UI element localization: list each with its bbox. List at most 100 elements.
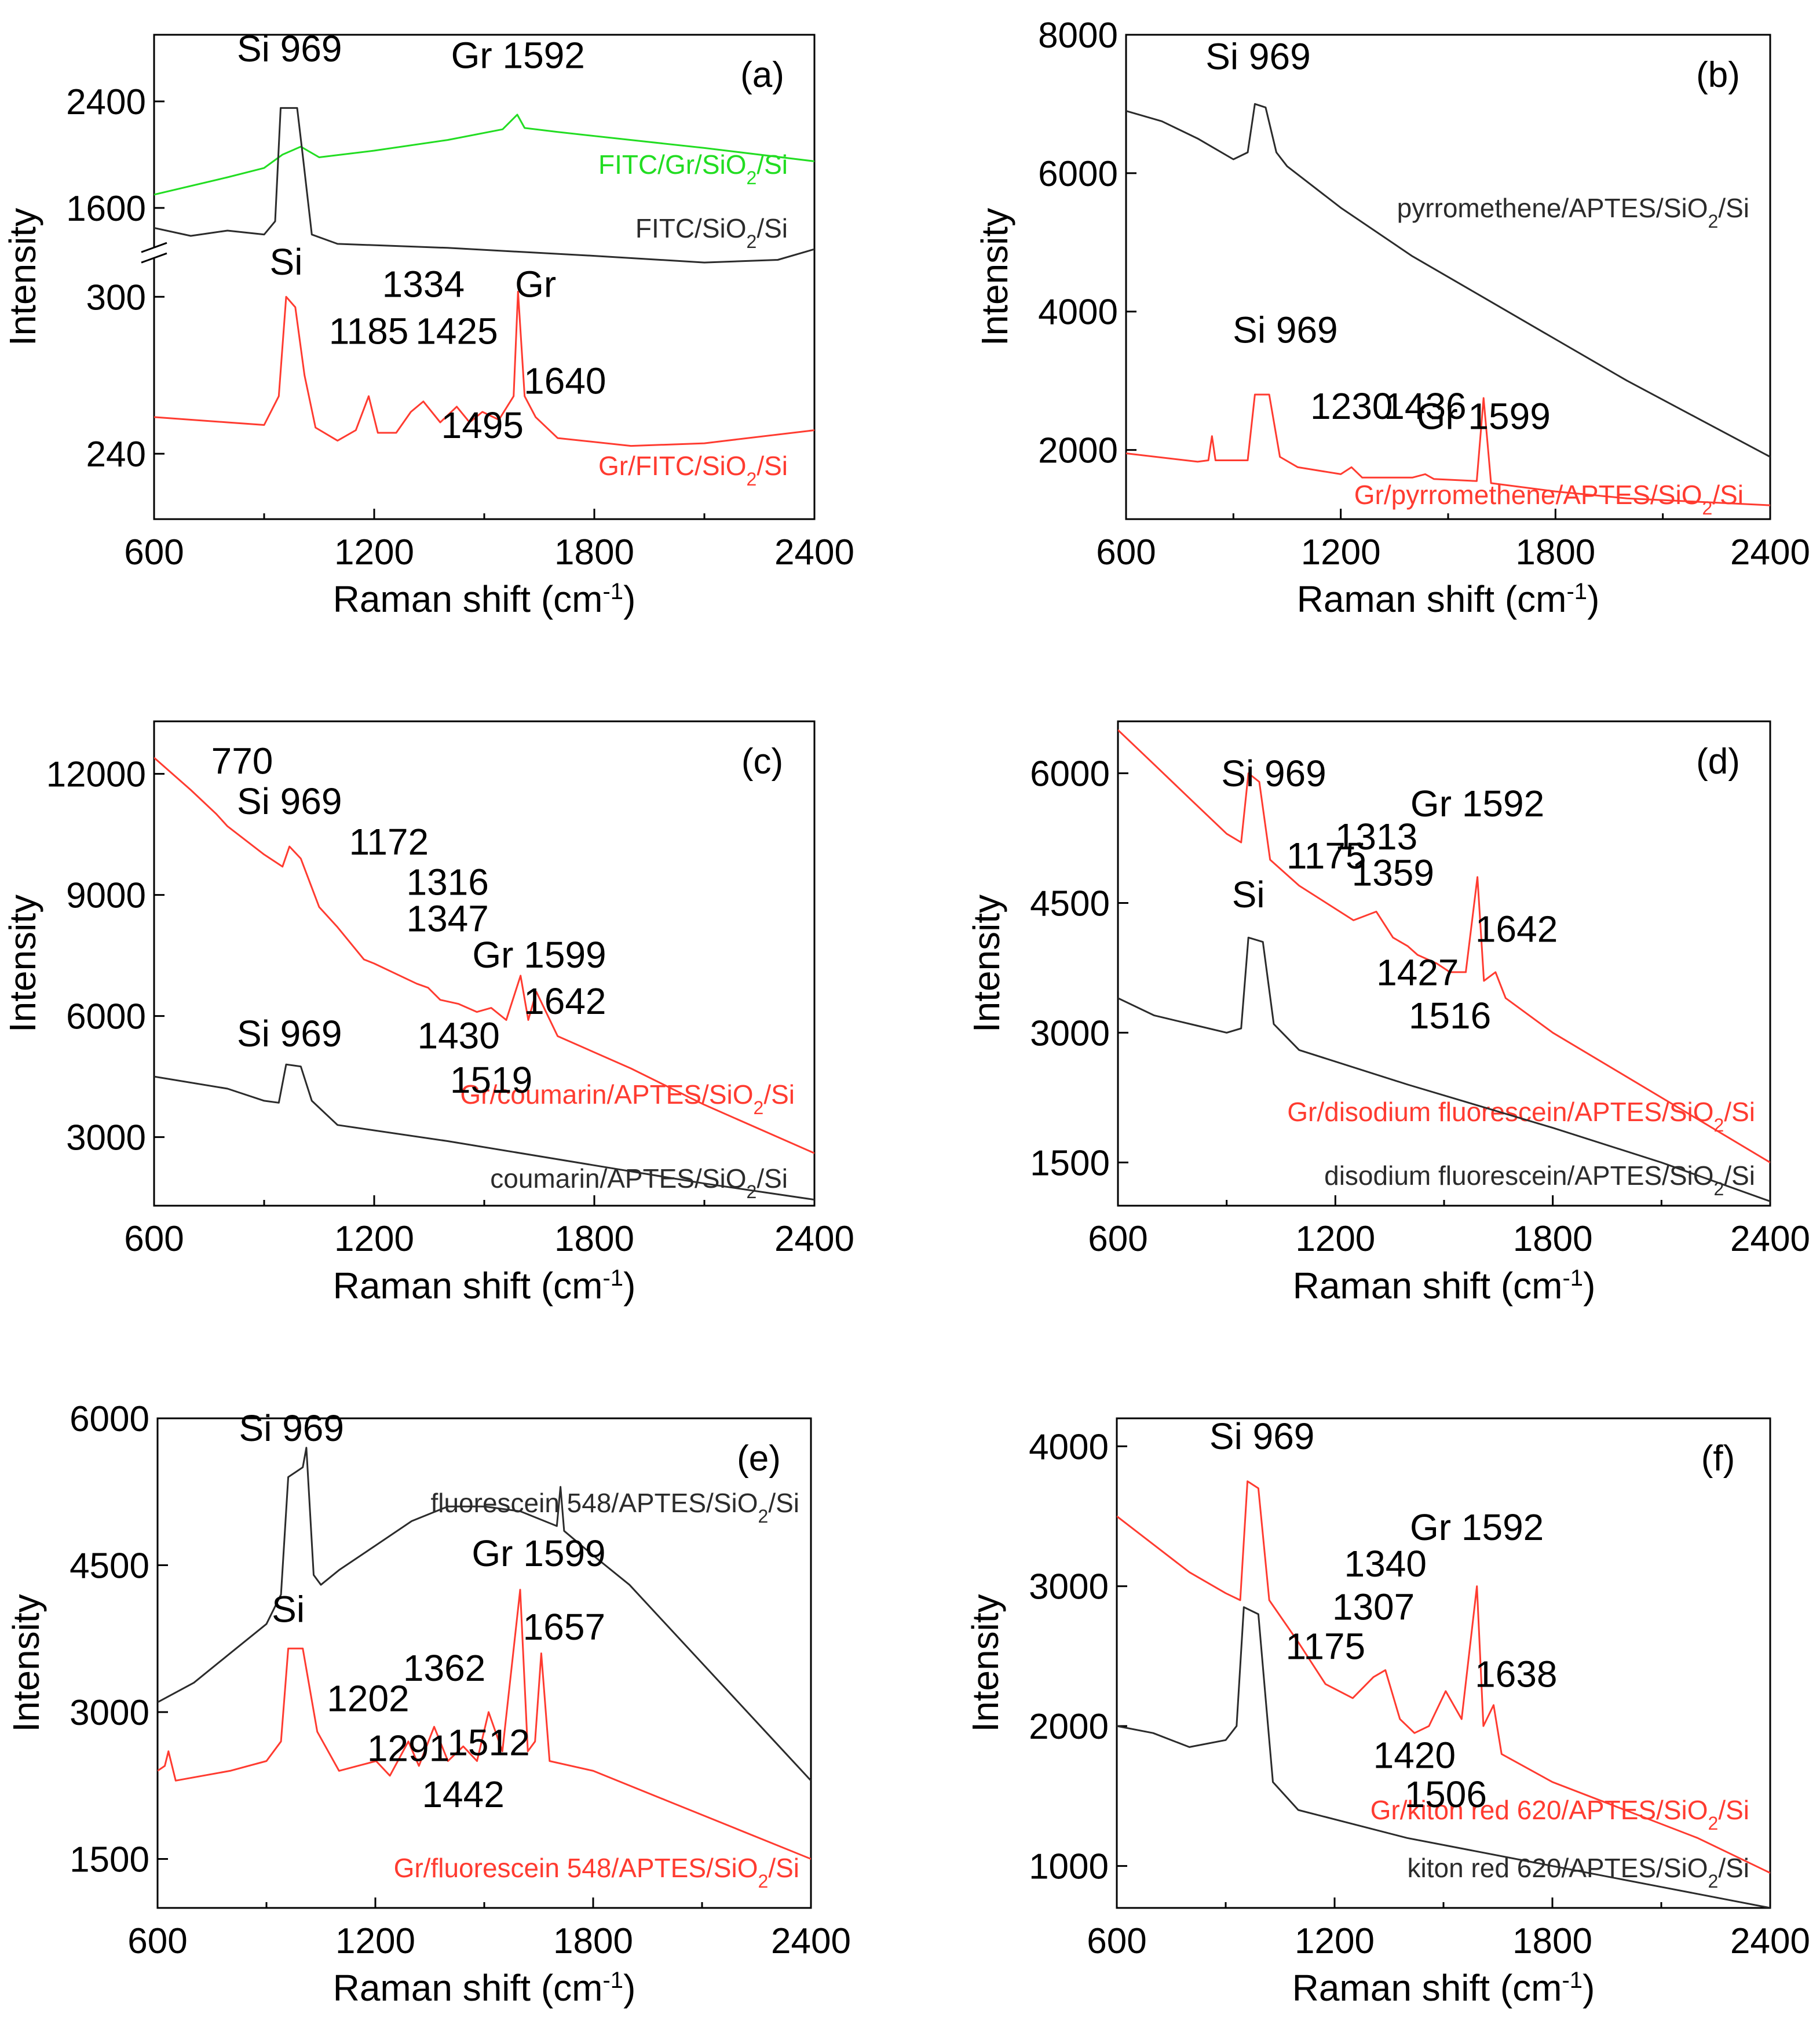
series-line: [158, 1447, 811, 1782]
series-line: [1126, 103, 1770, 458]
peak-annotation: 1175: [1286, 1625, 1366, 1667]
peak-annotation: 1642: [1475, 908, 1558, 950]
x-tick-label: 600: [124, 1219, 184, 1259]
y-axis-title: Intensity: [966, 895, 1007, 1032]
peak-annotation: Si 969: [1209, 1415, 1314, 1457]
panel-label: (f): [1701, 1439, 1735, 1479]
peak-annotation: Si 969: [1233, 309, 1337, 351]
x-tick-label: 1200: [334, 1219, 414, 1259]
panel-label: (a): [740, 55, 784, 95]
x-tick-label: 2400: [1730, 1921, 1810, 1961]
y-tick-label: 2400: [66, 82, 146, 122]
x-tick-label: 2400: [1730, 532, 1810, 572]
peak-annotation: Si 969: [1205, 36, 1310, 78]
peak-annotation: 1640: [524, 360, 606, 402]
y-tick-label: 9000: [66, 876, 146, 916]
peak-annotation: Gr 1592: [1410, 1506, 1544, 1548]
x-tick-label: 1200: [1295, 1219, 1375, 1259]
series-label: pyrromethene/APTES/SiO2/Si: [1397, 193, 1749, 232]
peak-annotation: Si 969: [237, 28, 342, 70]
series-label: disodium fluorescein/APTES/SiO2/Si: [1324, 1161, 1755, 1199]
series-label: Gr/pyrromethene/APTES/SiO2/Si: [1354, 480, 1744, 519]
plot-frame: [1116, 1417, 1771, 1909]
y-axis-title: Intensity: [5, 1594, 47, 1732]
y-tick-label: 3000: [66, 1118, 146, 1158]
series-label: coumarin/APTES/SiO2/Si: [490, 1163, 788, 1202]
x-tick-label: 1800: [1512, 1921, 1592, 1961]
axis-break-mark: [141, 252, 167, 264]
x-tick-label: 1800: [1513, 1219, 1593, 1259]
series-label: FITC/Gr/SiO2/Si: [598, 149, 788, 188]
peak-annotation: 1362: [403, 1647, 485, 1689]
x-tick-label: 600: [124, 532, 184, 572]
y-tick-label: 1500: [70, 1840, 149, 1880]
x-tick-label: 600: [1087, 1921, 1146, 1961]
y-tick-label: 6000: [1038, 154, 1118, 194]
peak-annotation: Gr: [515, 263, 556, 305]
series-line: [154, 757, 814, 1154]
peak-annotation: 1347: [406, 897, 488, 939]
peak-annotation: Gr 1592: [451, 34, 585, 76]
peak-annotation: 1442: [422, 1773, 504, 1815]
x-axis-title: Raman shift (cm-1): [333, 1265, 636, 1307]
x-tick-label: 1800: [554, 1219, 634, 1259]
x-tick-label: 1200: [334, 532, 414, 572]
series-line: [1126, 393, 1770, 506]
series-line: [158, 1589, 811, 1860]
series-label: Gr/FITC/SiO2/Si: [598, 451, 788, 490]
y-tick-label: 1000: [1029, 1847, 1109, 1887]
peak-annotation: 1172: [349, 821, 429, 863]
y-tick-label: 6000: [70, 1399, 149, 1439]
x-tick-label: 2400: [774, 1219, 854, 1259]
y-axis-title: Intensity: [2, 208, 43, 346]
x-tick-label: 2400: [771, 1921, 851, 1961]
panel-b: 600 1200 1800 2400 2000 4000 6000 8000 Raman shi…: [974, 16, 1810, 620]
peak-annotation: 1230: [1310, 385, 1393, 427]
y-tick-label: 1500: [1030, 1143, 1110, 1183]
peak-annotation: Si 969: [237, 1013, 342, 1054]
y-tick-label: 3000: [1030, 1013, 1110, 1053]
peak-annotation: 1334: [382, 263, 465, 305]
y-axis-title: Intensity: [974, 208, 1015, 346]
series-line: [1118, 729, 1770, 1163]
panel-c: 600 1200 1800 2400 3000 6000 9000 12000 Raman sh…: [2, 720, 854, 1307]
panel-f: 600 1200 1800 2400 1000 2000 3000 4000 Raman shi…: [964, 1415, 1810, 2009]
peak-annotation: Si: [1232, 874, 1265, 915]
y-axis-title: Intensity: [964, 1594, 1006, 1732]
peak-annotation: 1495: [441, 404, 524, 446]
series-label: fluorescein 548/APTES/SiO2/Si: [430, 1488, 799, 1527]
x-tick-label: 1200: [1301, 532, 1381, 572]
peak-annotation: 1185: [329, 311, 409, 352]
peak-annotation: 1512: [447, 1721, 529, 1763]
series-line: [154, 290, 814, 447]
x-tick-label: 1800: [553, 1921, 633, 1961]
y-tick-label: 12000: [46, 755, 146, 795]
peak-annotation: Si 969: [1221, 753, 1326, 794]
axis-break-gap: [149, 247, 159, 259]
peak-annotation: 1307: [1332, 1586, 1415, 1628]
peak-annotation: 1316: [406, 862, 488, 903]
y-axis-title: Intensity: [2, 895, 43, 1032]
peak-annotation: 1340: [1344, 1543, 1427, 1585]
peak-annotation: 1657: [523, 1606, 605, 1648]
x-tick-label: 1800: [554, 532, 634, 572]
x-tick-label: 600: [1088, 1219, 1147, 1259]
series-label: FITC/SiO2/Si: [635, 213, 788, 252]
y-tick-label: 3000: [70, 1693, 149, 1733]
series-line: [1117, 1480, 1770, 1874]
x-axis-title: Raman shift (cm-1): [1292, 1967, 1595, 2009]
peak-annotation: 1425: [415, 311, 498, 352]
peak-annotation: 1638: [1475, 1654, 1557, 1695]
panel-label: (d): [1696, 742, 1740, 782]
panel-d: 600 1200 1800 2400 1500 3000 4500 6000 Raman shi…: [966, 720, 1810, 1307]
x-tick-label: 1200: [335, 1921, 415, 1961]
y-tick-label: 2000: [1029, 1707, 1109, 1747]
y-tick-label: 4500: [1030, 884, 1110, 924]
peak-annotation: 1202: [327, 1677, 409, 1719]
y-tick-label: 2000: [1038, 431, 1118, 471]
peak-annotation: Si: [272, 1589, 305, 1630]
x-tick-label: 1800: [1515, 532, 1595, 572]
x-axis-title: Raman shift (cm-1): [333, 578, 636, 620]
series-line: [154, 107, 814, 264]
